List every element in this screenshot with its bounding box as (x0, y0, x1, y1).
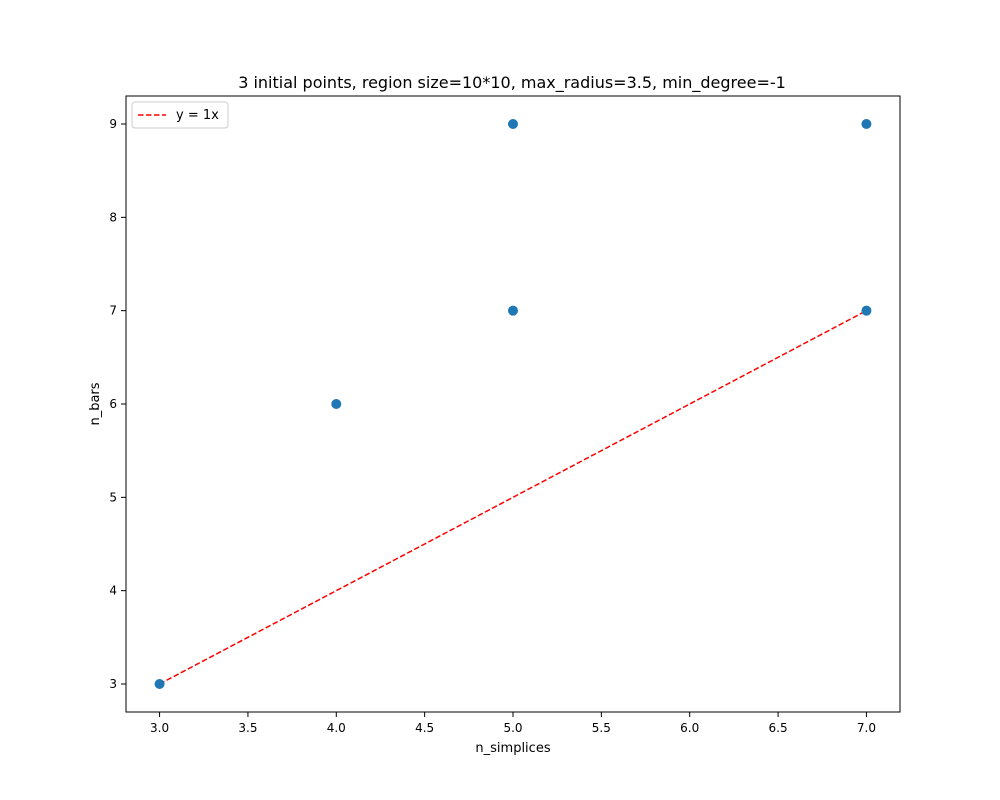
x-tick-label: 6.0 (680, 721, 699, 735)
scatter-point (861, 305, 872, 316)
y-axis-ticks: 3 4 5 6 7 8 9 (109, 117, 126, 691)
chart-title: 3 initial points, region size=10*10, max… (238, 73, 786, 93)
y-tick-label: 6 (109, 397, 117, 411)
x-axis-label: n_simplices (475, 741, 550, 756)
y-axis-label: n_bars (88, 382, 103, 425)
plot-area (126, 96, 900, 712)
scatter-point (861, 119, 872, 129)
x-tick-label: 3.0 (150, 721, 169, 735)
x-tick-label: 6.5 (769, 721, 788, 735)
x-tick-label: 7.0 (857, 721, 876, 735)
x-tick-label: 5.0 (503, 721, 522, 735)
x-tick-label: 4.0 (327, 721, 346, 735)
y-tick-label: 4 (109, 584, 117, 598)
y-tick-label: 3 (109, 677, 117, 691)
plot-marks (154, 119, 872, 689)
x-tick-label: 3.5 (238, 721, 257, 735)
y-tick-label: 7 (109, 304, 117, 318)
scatter-point (508, 305, 518, 316)
scatter-point (331, 399, 342, 409)
plot-frame (125, 95, 901, 713)
x-tick-label: 5.5 (592, 721, 611, 735)
x-tick-label: 4.5 (415, 721, 434, 735)
y-tick-label: 8 (109, 210, 117, 224)
legend-entry-y-1x: y = 1x (176, 108, 219, 123)
scatter-point (154, 679, 165, 689)
x-axis-ticks: 3.0 3.5 4.0 4.5 5.0 5.5 6.0 6.5 7.0 (150, 712, 876, 735)
scatter-point (508, 119, 518, 129)
legend: y = 1x (131, 101, 229, 129)
reference-line (159, 310, 867, 685)
legend-box (131, 101, 229, 129)
y-tick-label: 9 (109, 117, 117, 131)
y-tick-label: 5 (109, 490, 117, 504)
